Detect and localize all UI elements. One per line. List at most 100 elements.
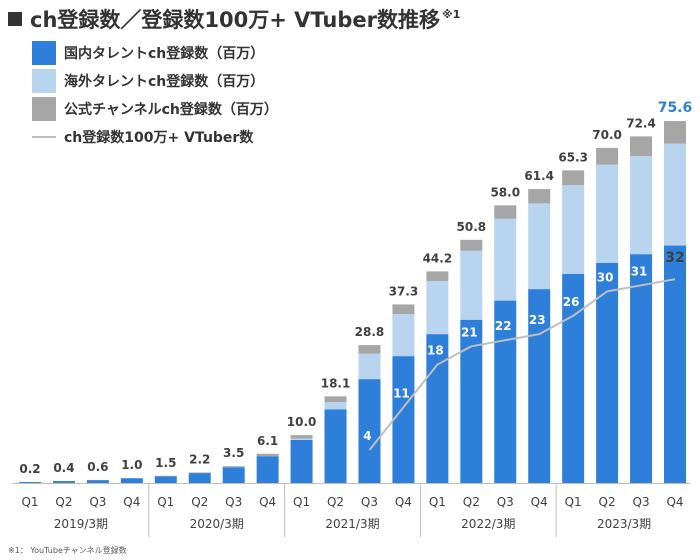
- legend-item-overseas: 海外タレントch登録数（百万）: [32, 69, 278, 93]
- x-tick-label-8: Q1: [293, 495, 310, 509]
- total-label-3: 1.0: [121, 458, 142, 472]
- legend: 国内タレントch登録数（百万） 海外タレントch登録数（百万） 公式チャンネルc…: [32, 41, 278, 153]
- bar-domestic-5: [188, 472, 211, 483]
- x-tick-label-1: Q2: [55, 495, 72, 509]
- x-tick-label-2: Q3: [89, 495, 106, 509]
- bar-domestic-9: [324, 409, 347, 483]
- legend-swatch-domestic: [32, 41, 56, 65]
- legend-item-domestic: 国内タレントch登録数（百万）: [32, 41, 278, 65]
- bar-official-18: [630, 136, 653, 157]
- group-label-4: 2023/3期: [597, 517, 651, 531]
- bar-domestic-8: [290, 439, 313, 483]
- total-label-1: 0.4: [53, 461, 74, 475]
- total-label-10: 28.8: [355, 325, 385, 339]
- bar-official-11: [392, 304, 415, 315]
- bar-domestic-15: [528, 289, 551, 483]
- group-label-2: 2021/3期: [325, 517, 379, 531]
- bar-domestic-14: [494, 300, 517, 483]
- total-label-18: 72.4: [626, 116, 656, 130]
- total-label-12: 44.2: [423, 251, 453, 265]
- legend-label-overseas: 海外タレントch登録数（百万）: [64, 74, 265, 90]
- bar-official-13: [460, 239, 483, 251]
- total-label-8: 10.0: [287, 415, 317, 429]
- vtuber-count-label-9: 32: [665, 250, 684, 266]
- bar-domestic-3: [120, 478, 143, 483]
- total-label-19: 75.6: [658, 100, 693, 116]
- bar-domestic-19: [664, 245, 686, 483]
- x-tick-label-16: Q1: [565, 495, 582, 509]
- vtuber-count-label-7: 30: [597, 270, 614, 284]
- x-tick-label-9: Q2: [327, 495, 344, 509]
- total-label-17: 70.0: [592, 128, 622, 142]
- total-label-5: 2.2: [189, 452, 210, 466]
- group-label-3: 2022/3期: [461, 517, 515, 531]
- bar-overseas-17: [596, 164, 619, 263]
- bar-overseas-12: [426, 280, 449, 335]
- group-label-0: 2019/3期: [54, 517, 108, 531]
- total-label-9: 18.1: [321, 376, 351, 390]
- total-label-13: 50.8: [457, 220, 487, 234]
- title-footnote-mark: ※1: [442, 8, 461, 21]
- legend-label-domestic: 国内タレントch登録数（百万）: [64, 46, 265, 62]
- vtuber-count-label-8: 31: [631, 264, 648, 278]
- bar-overseas-13: [460, 250, 483, 320]
- x-tick-label-11: Q4: [395, 495, 412, 509]
- x-tick-label-12: Q1: [429, 495, 446, 509]
- vtuber-count-label-6: 26: [563, 295, 580, 309]
- bar-domestic-6: [222, 467, 245, 483]
- vtuber-count-label-0: 4: [363, 429, 371, 443]
- x-tick-label-6: Q3: [225, 495, 242, 509]
- x-tick-label-19: Q4: [666, 495, 683, 509]
- vtuber-count-label-5: 23: [529, 313, 546, 327]
- vtuber-count-label-3: 21: [461, 325, 478, 339]
- bar-official-10: [358, 345, 381, 354]
- bar-domestic-10: [358, 379, 381, 483]
- legend-line-vtuber-count: [32, 136, 56, 138]
- bar-overseas-10: [358, 353, 381, 380]
- footnote: ※1： YouTubeチャンネル登録数: [8, 546, 127, 555]
- legend-label-vtuber-count: ch登録数100万+ VTuber数: [64, 130, 254, 146]
- total-label-7: 6.1: [257, 434, 278, 448]
- bar-domestic-11: [392, 356, 415, 483]
- bar-overseas-15: [528, 203, 551, 290]
- total-label-2: 0.6: [87, 460, 108, 474]
- total-label-6: 3.5: [223, 446, 244, 460]
- bar-official-4: [154, 475, 177, 477]
- x-tick-label-15: Q4: [531, 495, 548, 509]
- bar-domestic-0: [19, 482, 41, 483]
- bar-official-7: [256, 453, 279, 457]
- x-tick-label-0: Q1: [21, 495, 38, 509]
- bar-domestic-17: [596, 262, 619, 483]
- x-tick-label-18: Q3: [633, 495, 650, 509]
- vtuber-count-line: [368, 278, 676, 451]
- x-tick-label-14: Q3: [497, 495, 514, 509]
- x-tick-label-13: Q2: [463, 495, 480, 509]
- bar-overseas-14: [494, 218, 517, 301]
- chart-title-text: ch登録数／登録数100万+ VTuber数推移: [30, 8, 440, 32]
- legend-item-official: 公式チャンネルch登録数（百万）: [32, 97, 278, 121]
- bar-official-8: [290, 435, 313, 439]
- bar-overseas-18: [630, 156, 653, 255]
- legend-label-official: 公式チャンネルch登録数（百万）: [64, 102, 278, 118]
- bar-official-9: [324, 396, 347, 403]
- bar-domestic-7: [256, 456, 279, 483]
- bar-official-15: [528, 189, 551, 204]
- total-label-11: 37.3: [389, 284, 419, 298]
- legend-item-vtuber-count: ch登録数100万+ VTuber数: [32, 125, 278, 149]
- bar-official-5: [188, 472, 211, 474]
- legend-swatch-official: [32, 97, 56, 121]
- chart-title: ch登録数／登録数100万+ VTuber数推移 ※1: [8, 4, 460, 34]
- x-tick-label-4: Q1: [157, 495, 174, 509]
- total-label-14: 58.0: [490, 185, 520, 199]
- bar-overseas-16: [562, 185, 585, 274]
- bar-official-19: [664, 121, 686, 144]
- bar-official-6: [222, 466, 245, 468]
- vtuber-count-label-4: 22: [495, 319, 512, 333]
- total-label-16: 65.3: [558, 150, 588, 164]
- vtuber-count-label-1: 11: [393, 386, 410, 400]
- x-tick-label-10: Q3: [361, 495, 378, 509]
- vtuber-count-label-2: 18: [427, 344, 444, 358]
- x-tick-label-3: Q4: [123, 495, 140, 509]
- bar-official-14: [494, 205, 517, 219]
- bar-official-12: [426, 271, 449, 281]
